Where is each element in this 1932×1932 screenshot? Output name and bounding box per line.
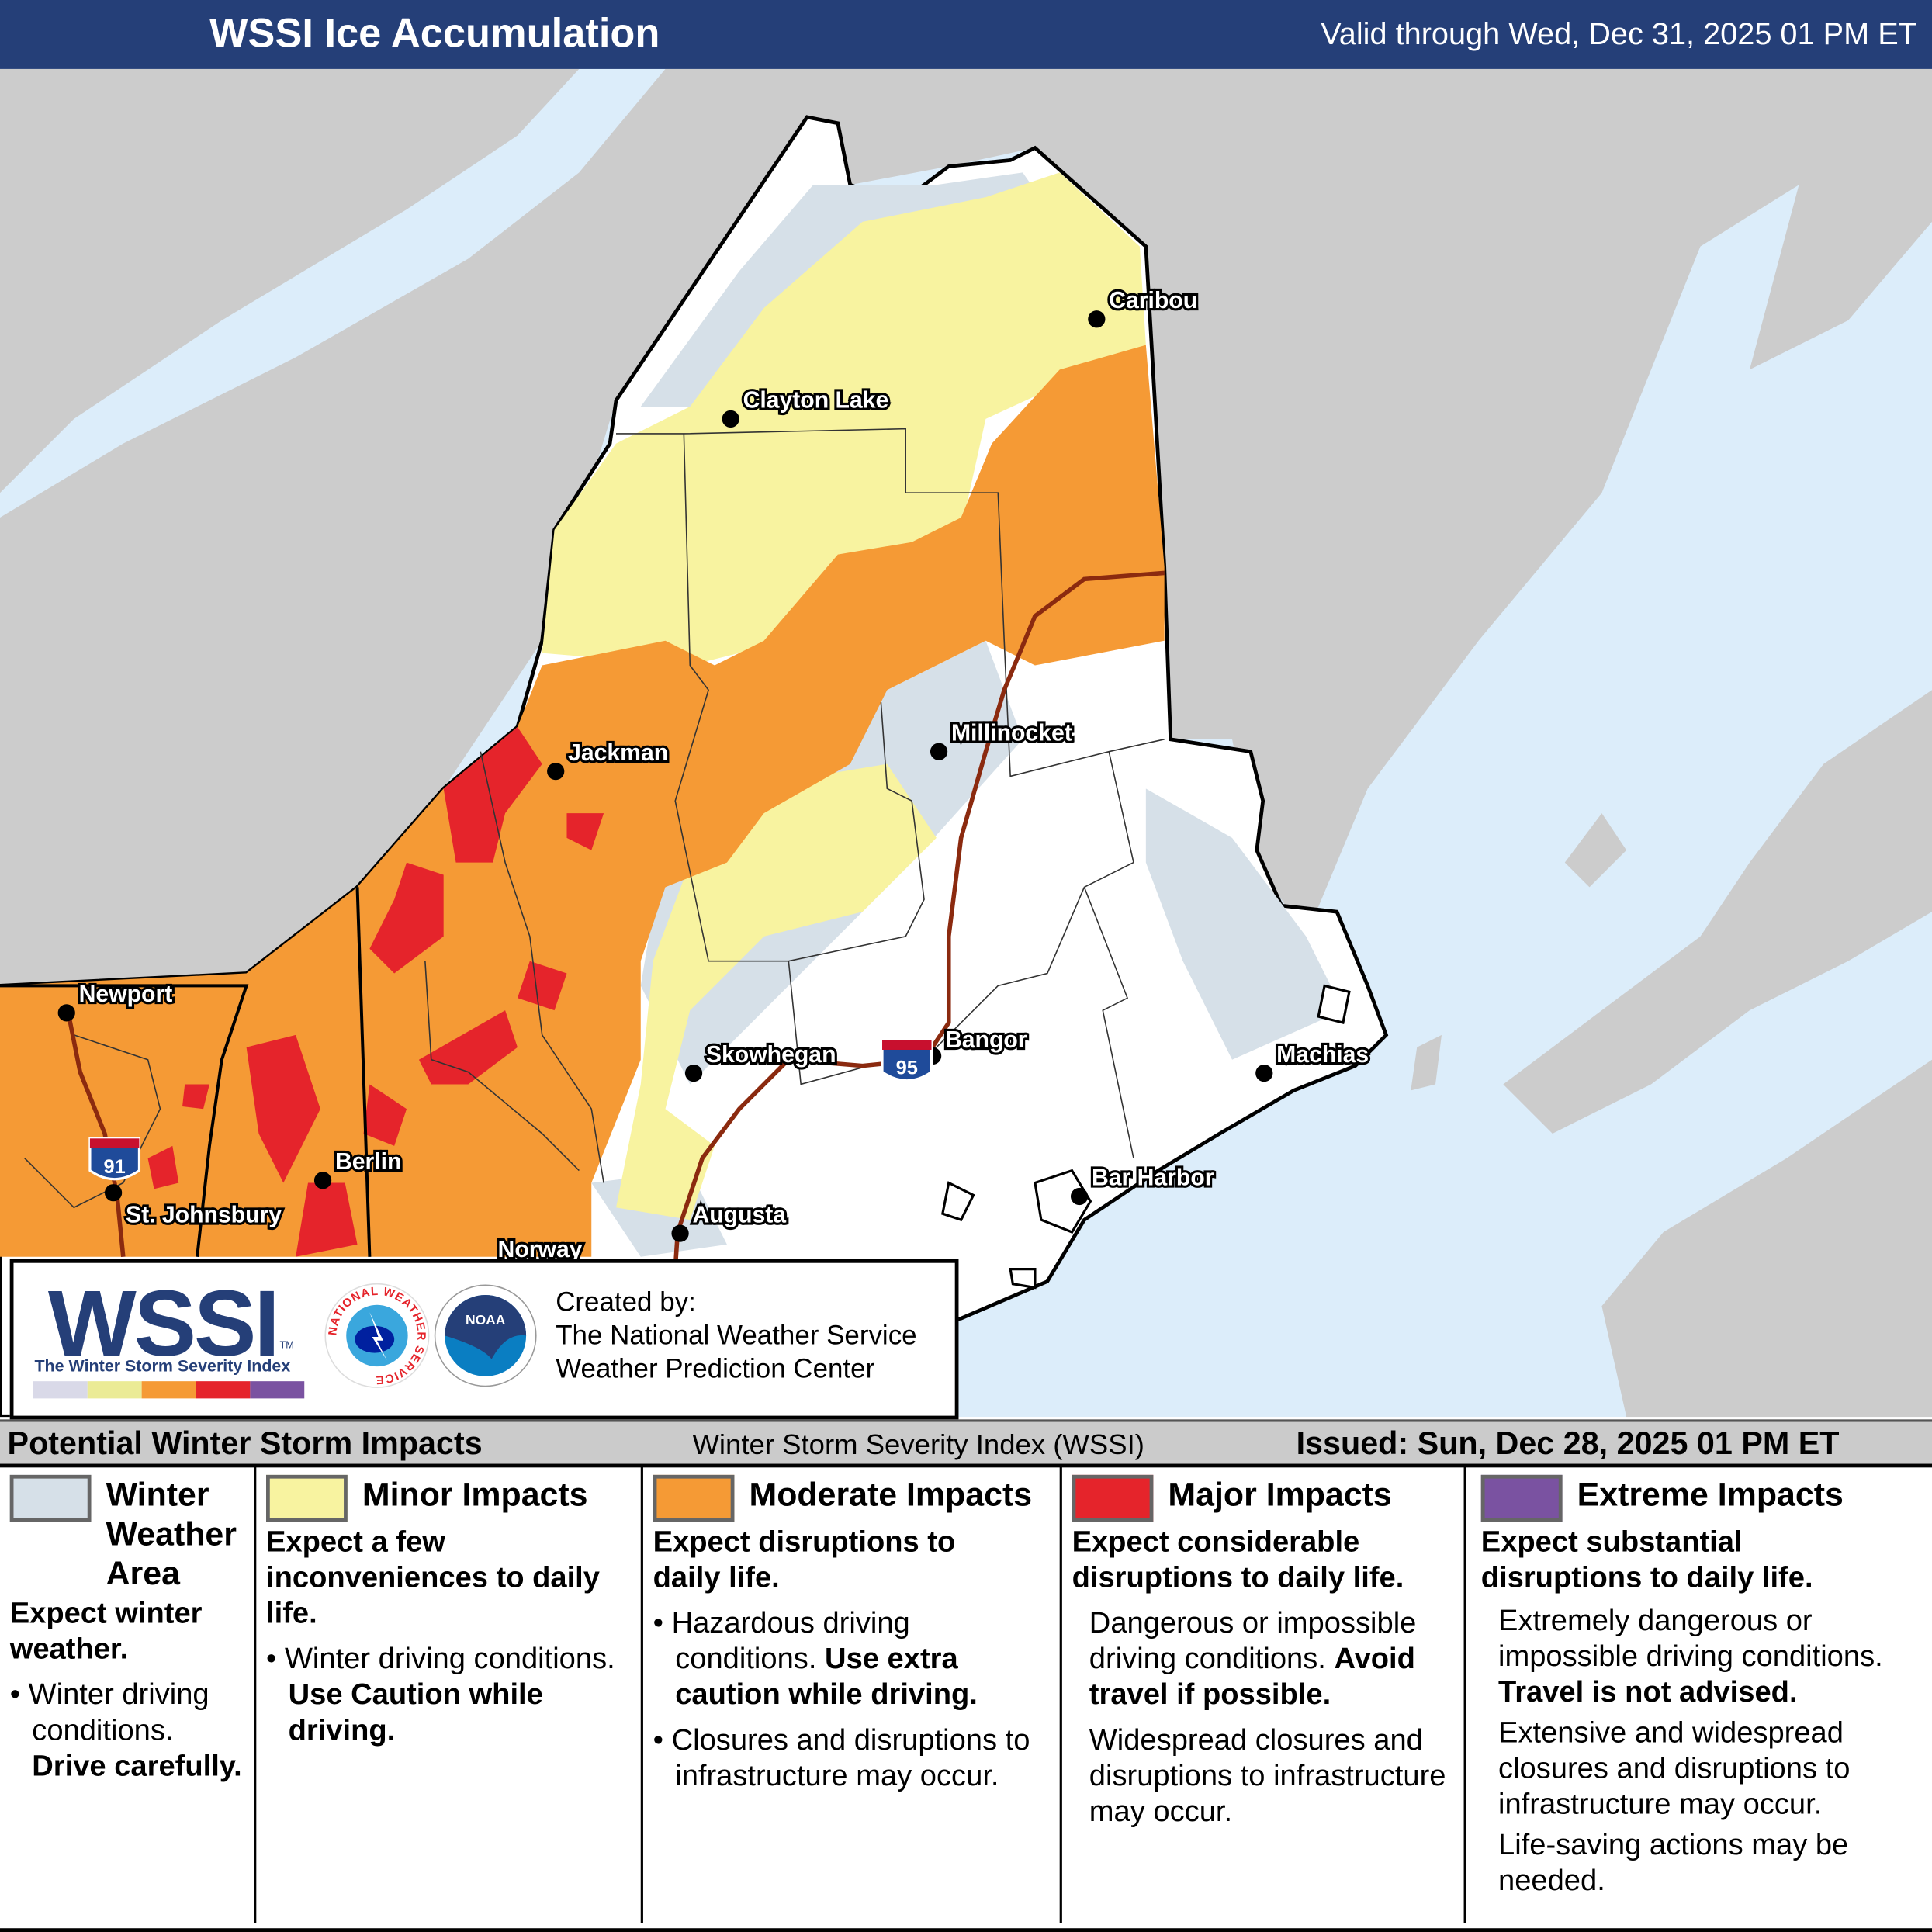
swatch-winter-weather — [9, 1474, 92, 1522]
category-label: Winter Weather Area — [106, 1476, 237, 1592]
city-augusta: Augusta — [671, 1200, 788, 1242]
logo-box: WSSI TM The Winter Storm Severity Index … — [9, 1259, 959, 1420]
divider — [1463, 1465, 1466, 1923]
svg-text:Bangor: Bangor — [945, 1027, 1027, 1053]
nws-logo-icon: NATIONAL WEATHER SERVICE — [324, 1283, 430, 1388]
svg-text:Berlin: Berlin — [335, 1149, 401, 1175]
created-by-nws: The National Weather Service — [556, 1319, 917, 1351]
winter-weather-area — [591, 172, 1343, 1257]
coastal-islands — [940, 984, 1351, 1290]
svg-text:Norway: Norway — [498, 1237, 583, 1262]
wssi-subtitle: The Winter Storm Severity Index — [34, 1356, 291, 1376]
divider — [254, 1465, 257, 1923]
bullet: • Winter driving conditions. Use Caution… — [266, 1642, 615, 1747]
svg-text:Millinocket: Millinocket — [951, 720, 1072, 746]
valid-time: Valid through Wed, Dec 31, 2025 01 PM ET — [1321, 17, 1917, 52]
city-millinocket: Millinocket — [930, 718, 1075, 760]
description: Life-saving actions may be needed. — [1498, 1828, 1849, 1898]
map-title: WSSI Ice Accumulation — [209, 9, 660, 56]
svg-text:Clayton Lake: Clayton Lake — [743, 388, 889, 414]
divider — [640, 1465, 643, 1923]
city-machias: Machias — [1255, 1040, 1371, 1082]
legend-minor: Minor Impacts Expect a few inconvenience… — [266, 1465, 635, 1923]
city-jackman: Jackman — [547, 738, 670, 781]
city-norway: Norway — [495, 1234, 585, 1265]
major-impacts-areas — [147, 726, 604, 1257]
created-by-label: Created by: — [556, 1286, 696, 1317]
svg-text:91: 91 — [104, 1156, 126, 1178]
legend-moderate: Moderate Impacts Expect disruptions to d… — [653, 1465, 1055, 1923]
bottom-border — [0, 1928, 1932, 1932]
svg-text:Machias: Machias — [1276, 1042, 1369, 1068]
svg-text:NOAA: NOAA — [466, 1312, 506, 1328]
svg-text:St. Johnsbury: St. Johnsbury — [126, 1202, 282, 1227]
legend-extreme: Extreme Impacts Expect substantial disru… — [1480, 1465, 1927, 1923]
description: Widespread closures and disruptions to i… — [1089, 1723, 1446, 1829]
canada-land-east — [1411, 690, 1932, 1418]
map: Caribou Clayton Lake Millinocket Jackman… — [0, 68, 1932, 1418]
swatch-moderate — [653, 1474, 735, 1522]
city-newport: Newport — [57, 979, 175, 1022]
created-by: Created by: The National Weather Service… — [556, 1285, 916, 1385]
headline: Expect a few inconveniences to daily lif… — [266, 1525, 600, 1630]
description: Extremely dangerous or impossible drivin… — [1498, 1604, 1883, 1709]
impacts-strip: Potential Winter Storm Impacts Winter St… — [0, 1419, 1932, 1468]
svg-text:Caribou: Caribou — [1109, 288, 1197, 313]
headline: Expect disruptions to daily life. — [653, 1525, 956, 1594]
headline: Expect winter weather. — [9, 1597, 203, 1666]
city-bar-harbor: Bar Harbor — [1070, 1162, 1217, 1206]
noaa-logo-icon: NOAA — [434, 1284, 537, 1387]
impacts-heading: Potential Winter Storm Impacts — [7, 1424, 483, 1462]
city-bangor: Bangor — [924, 1025, 1030, 1065]
wssi-label: Winter Storm Severity Index (WSSI) — [692, 1428, 1144, 1460]
wssi-color-bar — [33, 1381, 305, 1399]
city-st-johnsbury: St. Johnsbury — [104, 1184, 284, 1230]
created-by-wpc: Weather Prediction Center — [556, 1352, 875, 1384]
interstate-95-shield: 95 — [881, 1038, 933, 1082]
trademark: TM — [279, 1339, 294, 1351]
swatch-major — [1072, 1474, 1154, 1522]
canada-land-west — [0, 68, 1932, 986]
minor-impacts-area — [542, 172, 1146, 1220]
swatch-extreme — [1480, 1474, 1563, 1522]
svg-text:Bar Harbor: Bar Harbor — [1092, 1165, 1214, 1191]
category-label: Moderate Impacts — [749, 1476, 1033, 1514]
svg-text:Skowhegan: Skowhegan — [706, 1042, 836, 1068]
interstate-91-shield: 91 — [88, 1137, 141, 1181]
description: Extensive and widespread closures and di… — [1498, 1716, 1851, 1822]
city-markers: Caribou Clayton Lake Millinocket Jackman… — [57, 286, 1371, 1265]
wssi-logo: WSSI — [47, 1271, 280, 1376]
county-borders — [24, 428, 1165, 1209]
bullet: • Hazardous driving conditions. Use extr… — [653, 1606, 978, 1712]
bullet: • Winter driving conditions. Drive caref… — [9, 1678, 242, 1783]
svg-text:95: 95 — [896, 1058, 918, 1079]
category-label: Major Impacts — [1168, 1476, 1392, 1514]
city-clayton-lake: Clayton Lake — [722, 385, 891, 428]
city-caribou: Caribou — [1088, 286, 1200, 328]
bullet: • Closures and disruptions to infrastruc… — [653, 1723, 1030, 1793]
state-borders — [0, 887, 372, 1257]
swatch-minor — [266, 1474, 348, 1522]
moderate-impacts-area — [0, 345, 1165, 1257]
description: Dangerous or impossible driving conditio… — [1089, 1606, 1417, 1712]
city-berlin: Berlin — [313, 1147, 404, 1189]
divider — [1059, 1465, 1062, 1923]
city-skowhegan: Skowhegan — [684, 1040, 839, 1082]
map-svg: Caribou Clayton Lake Millinocket Jackman… — [0, 68, 1932, 1418]
svg-text:Augusta: Augusta — [692, 1202, 786, 1227]
legend-winter-weather: Winter Weather Area Expect winter weathe… — [9, 1465, 251, 1923]
svg-text:Jackman: Jackman — [568, 740, 668, 766]
highways — [65, 570, 1165, 1269]
category-label: Minor Impacts — [362, 1476, 588, 1514]
impacts-legend: Winter Weather Area Expect winter weathe… — [0, 1465, 1932, 1932]
headline: Expect considerable disruptions to daily… — [1072, 1525, 1404, 1594]
svg-text:Newport: Newport — [79, 982, 173, 1007]
header-bar: WSSI Ice Accumulation Valid through Wed,… — [0, 0, 1932, 69]
category-label: Extreme Impacts — [1577, 1476, 1844, 1514]
issued-time: Issued: Sun, Dec 28, 2025 01 PM ET — [1296, 1424, 1840, 1462]
headline: Expect substantial disruptions to daily … — [1480, 1525, 1813, 1594]
legend-major: Major Impacts Expect considerable disrup… — [1072, 1465, 1462, 1923]
